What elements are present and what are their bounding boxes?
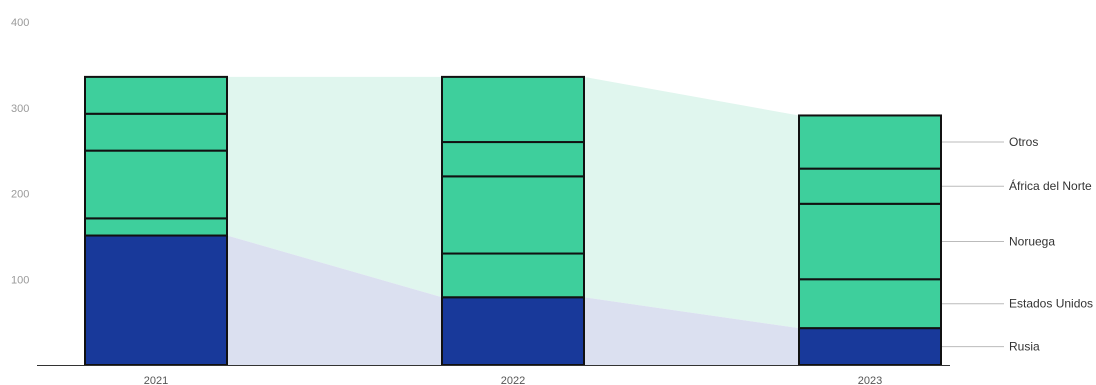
bar-segment-rusia-2022 [441,296,585,367]
bar-segment-otros-2023 [798,114,942,170]
x-tick-label: 2022 [501,375,525,385]
bar-segment-rusia-2021 [84,234,228,366]
y-axis-ticks: 100 200 300 400 [11,17,29,286]
trend-bands [227,76,799,365]
y-tick-label: 300 [11,103,29,115]
y-tick-label: 100 [11,274,29,286]
bar-segment--frica-del-norte-2023 [798,167,942,205]
russia-trend-band [227,235,442,365]
x-axis-ticks: 2021 2022 2023 [144,375,882,385]
x-tick-label: 2021 [144,375,168,385]
others-trend-band [227,76,442,298]
legend-label: Estados Unidos [1009,297,1093,311]
bar-segment-estados-unidos-2022 [441,252,585,299]
legend-label: África del Norte [1009,178,1092,193]
bar-segment--frica-del-norte-2022 [441,141,585,178]
bar-segment-otros-2021 [84,75,228,115]
bar-segment-otros-2022 [441,75,585,144]
bars-layer [84,75,942,367]
y-tick-label: 200 [11,189,29,201]
legend-label: Noruega [1009,235,1055,249]
x-tick-label: 2023 [858,375,882,385]
bar-segment-estados-unidos-2021 [84,217,228,237]
legend-label: Rusia [1009,340,1040,354]
bar-segment-rusia-2023 [798,327,942,367]
bar-segment-estados-unidos-2023 [798,278,942,330]
legend-label: Otros [1009,135,1038,149]
y-tick-label: 400 [11,17,29,29]
legend: Rusia Estados Unidos Noruega África del Nor… [942,135,1093,354]
bar-segment-noruega-2023 [798,202,942,281]
bar-segment-noruega-2021 [84,149,228,220]
russia-trend-band [584,297,799,365]
bar-segment--frica-del-norte-2021 [84,112,228,152]
others-trend-band [584,76,799,329]
bar-segment-noruega-2022 [441,175,585,255]
